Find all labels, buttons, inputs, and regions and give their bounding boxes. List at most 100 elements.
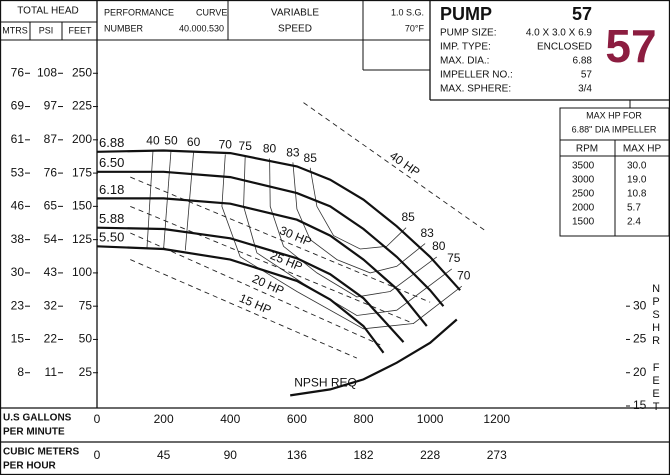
- curve-label: 6.88: [99, 135, 124, 150]
- x-tick-label: 200: [154, 412, 174, 426]
- hp-label: 40 HP: [387, 149, 422, 180]
- y-tick-label: 43: [44, 265, 58, 279]
- header-text: FEET: [68, 25, 92, 35]
- header-text: 40.000.530: [179, 23, 224, 33]
- y-tick-label: 108: [37, 65, 57, 79]
- efficiency-label: 85: [304, 151, 318, 165]
- y-tick-label: 22: [44, 332, 58, 346]
- x-tick-label: 1000: [417, 412, 444, 426]
- y-tick-label: 25: [79, 365, 93, 379]
- header-text: NUMBER: [104, 23, 144, 33]
- hp-label: 15 HP: [237, 291, 273, 317]
- x-axis-title: PER MINUTE: [3, 427, 65, 438]
- hp-table-cell: 2000: [572, 203, 595, 214]
- y-tick-label: 46: [11, 199, 25, 213]
- y-tick-label: 30: [11, 265, 25, 279]
- curve-label: 6.18: [99, 182, 124, 197]
- efficiency-label: 83: [420, 226, 434, 240]
- pump-field-value: ENCLOSED: [537, 42, 592, 53]
- hp-table-cell: 2.4: [627, 217, 641, 228]
- pump-field-value: 3/4: [578, 84, 592, 95]
- hp-line: [130, 259, 357, 359]
- y-tick-label: 11: [45, 365, 58, 379]
- y-tick-label: 54: [44, 232, 58, 246]
- pump-field-label: MAX. SPHERE:: [440, 84, 511, 95]
- x2-axis-title: CUBIC METERS: [3, 447, 79, 458]
- y-tick-label: 50: [79, 332, 93, 346]
- y-tick-label: 65: [44, 199, 58, 213]
- y-tick-label: 76: [11, 65, 25, 79]
- y-tick-label: 69: [11, 99, 25, 113]
- y-tick-label: 100: [72, 265, 92, 279]
- header-text: PERFORMANCE: [104, 7, 174, 17]
- efficiency-label: 40: [146, 134, 160, 148]
- y-tick-label: 250: [72, 65, 92, 79]
- y-tick-label: 15: [11, 332, 25, 346]
- pump-field-label: IMP. TYPE:: [440, 42, 491, 53]
- hp-table-header: RPM: [576, 144, 598, 155]
- efficiency-label: 50: [164, 134, 178, 148]
- curve-label: 6.50: [99, 155, 124, 170]
- header-text: 70°F: [405, 23, 425, 33]
- hp-table-cell: 1500: [572, 217, 595, 228]
- pump-field-label: PUMP SIZE:: [440, 28, 497, 39]
- pump-badge: 57: [605, 20, 656, 72]
- header-text: SPEED: [278, 24, 312, 35]
- curve: [97, 170, 445, 307]
- y-tick-label: 75: [79, 298, 93, 312]
- x2-tick-label: 90: [224, 448, 238, 462]
- efficiency-contour: [292, 162, 426, 274]
- y-tick-label: 53: [11, 165, 25, 179]
- x2-tick-label: 182: [353, 448, 373, 462]
- efficiency-contour: [269, 158, 438, 298]
- curve-label: 5.88: [99, 211, 124, 226]
- hp-line: [130, 232, 381, 346]
- hp-table-cell: 19.0: [627, 175, 647, 186]
- efficiency-label: 75: [447, 251, 461, 265]
- efficiency-label: 75: [239, 139, 253, 153]
- curve: [290, 318, 458, 397]
- hp-table-cell: 30.0: [627, 161, 647, 172]
- pump-field-label: IMPELLER NO.:: [440, 70, 513, 81]
- hp-table-title: 6.88" DIA IMPELLER: [572, 124, 657, 134]
- pump-field-label: MAX. DIA.:: [440, 56, 489, 67]
- y-tick-label: 76: [44, 165, 58, 179]
- efficiency-label: 60: [187, 135, 201, 149]
- efficiency-label: 85: [401, 210, 415, 224]
- hp-table-cell: 3500: [572, 161, 595, 172]
- hp-table-title: MAX HP FOR: [586, 110, 642, 120]
- y2-axis-title: NPSHR: [650, 283, 662, 348]
- y-tick-label: 125: [72, 232, 92, 246]
- curve: [96, 245, 385, 354]
- x2-tick-label: 273: [487, 448, 507, 462]
- y-tick-label: 8: [17, 365, 24, 379]
- curve-label: 5.50: [99, 230, 124, 245]
- header-text: 1.0 S.G.: [391, 7, 424, 17]
- header-text: PSI: [39, 25, 54, 35]
- efficiency-label: 80: [432, 239, 446, 253]
- x2-axis-title: PER HOUR: [3, 461, 57, 472]
- y2-tick-label: 30: [633, 298, 647, 312]
- y2-tick-label: 20: [633, 365, 647, 379]
- header-text: TOTAL HEAD: [17, 6, 79, 17]
- hp-table-header: MAX HP: [623, 144, 662, 155]
- y-tick-label: 61: [11, 132, 25, 146]
- x2-tick-label: 228: [420, 448, 440, 462]
- x2-tick-label: 136: [287, 448, 307, 462]
- x2-tick-label: 45: [157, 448, 171, 462]
- curve-label: NPSH REQ: [294, 376, 357, 390]
- y-tick-label: 175: [72, 165, 92, 179]
- header-text: CURVE: [196, 7, 227, 17]
- y-tick-label: 32: [44, 298, 58, 312]
- x2-tick-label: 0: [94, 448, 101, 462]
- x-axis-title: U.S GALLONS: [3, 413, 72, 424]
- y-tick-label: 38: [11, 232, 25, 246]
- hp-table-cell: 10.8: [627, 189, 647, 200]
- y-tick-label: 87: [44, 132, 58, 146]
- x-tick-label: 400: [220, 412, 240, 426]
- pump-field-value: 4.0 X 3.0 X 6.9: [526, 28, 593, 39]
- hp-line: [303, 102, 488, 233]
- hp-line: [130, 176, 431, 303]
- y2-axis-unit: FEET: [650, 362, 662, 414]
- hp-line: [130, 205, 414, 324]
